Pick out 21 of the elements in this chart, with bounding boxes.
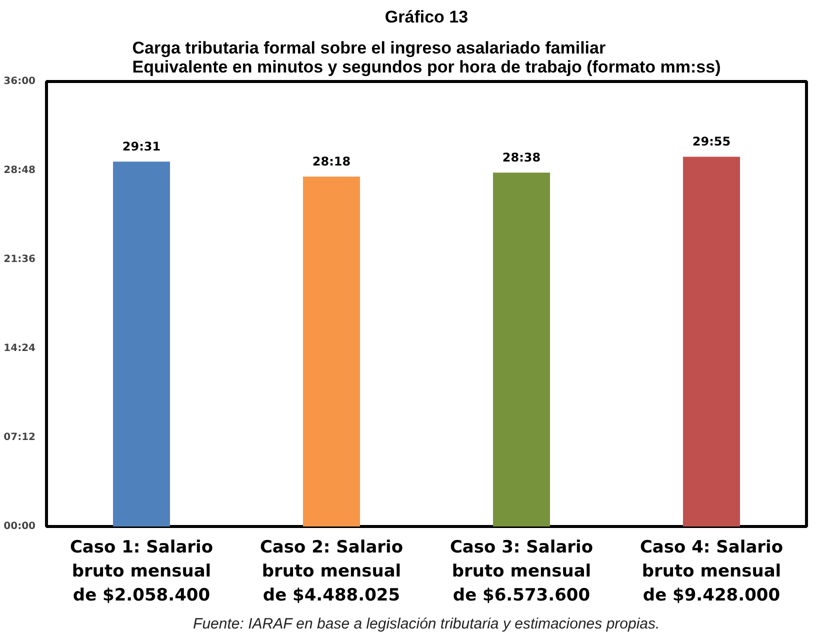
source-note: Fuente: IARAF en base a legislación tributaria y estimaciones propias. (193, 616, 660, 632)
data-label: 29:31 (122, 140, 161, 154)
bar (113, 162, 170, 526)
y-tick-label: 21:36 (4, 254, 36, 265)
data-label: 28:38 (502, 150, 541, 165)
data-label: 28:18 (312, 154, 351, 169)
chart-subtitle: Carga tributaria formal sobre el ingreso asalariado familiar Equivalente en minutos y segundos por hora de trabajo (formato mm:ss) (132, 38, 721, 76)
bar (303, 176, 360, 526)
y-tick-label: 00:00 (4, 521, 36, 532)
data-label: 29:55 (692, 134, 731, 149)
chart-title: Gráfico 13 (384, 8, 468, 26)
y-tick-label: 36:00 (4, 76, 36, 87)
y-tick-label: 07:12 (4, 432, 36, 443)
y-tick-label: 28:48 (4, 165, 36, 176)
x-tick-label: Caso 3: Salario bruto mensual de $6.573.600 (450, 538, 594, 606)
x-tick-label: Caso 2: Salario bruto mensual de $4.488.025 (260, 538, 404, 606)
x-tick-label: Caso 4: Salario bruto mensual de $9.428.000 (640, 538, 784, 606)
x-tick-label: Caso 1: Salario bruto mensual de $2.058.400 (70, 538, 214, 606)
bar (683, 156, 740, 526)
bar (493, 172, 550, 526)
y-tick-label: 14:24 (4, 343, 36, 354)
